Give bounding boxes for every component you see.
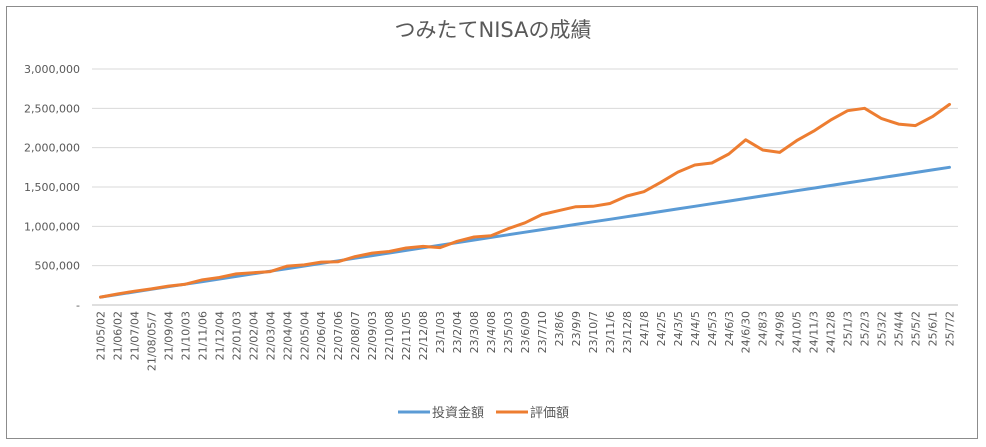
x-tick-label: 21/11/06: [196, 311, 209, 360]
x-tick-label: 25/6/1: [927, 311, 940, 346]
x-tick-label: 24/10/5: [791, 311, 804, 353]
x-tick-label: 25/4/4: [893, 311, 906, 346]
legend-label: 投資金額: [432, 405, 484, 421]
x-tick-label: 23/4/08: [485, 311, 498, 353]
x-tick-label: 22/06/04: [315, 311, 328, 360]
x-tick-label: 22/09/03: [366, 311, 379, 360]
y-tick-label: 1,000,000: [24, 220, 80, 233]
x-tick-label: 22/05/04: [298, 311, 311, 360]
legend: 投資金額 評価額: [398, 405, 569, 421]
legend-label: 評価額: [530, 406, 569, 421]
x-tick-label: 23/11/6: [604, 311, 617, 353]
x-tick-label: 23/10/7: [587, 311, 600, 353]
x-tick-label: 23/9/9: [570, 311, 583, 346]
series-line: [99, 165, 951, 299]
y-tick-label: -: [76, 299, 80, 312]
y-tick-label: 3,000,000: [24, 63, 80, 76]
x-axis-ticks: 21/05/02 21/06/02 21/07/04 21/08/05/7 21/09/…: [94, 311, 956, 371]
y-axis-ticks: - 500,000 1,000,000 1,500,000 2,000,000 2,500…: [24, 63, 80, 312]
x-tick-label: 22/04/04: [281, 311, 294, 360]
y-tick-label: 2,500,000: [24, 102, 80, 115]
x-tick-label: 24/2/5: [655, 311, 668, 346]
chart-frame: [6, 6, 978, 439]
x-tick-label: 24/6/30: [740, 311, 753, 353]
y-tick-label: 1,500,000: [24, 181, 80, 194]
x-tick-label: 22/03/04: [264, 311, 277, 360]
x-tick-label: 21/07/04: [128, 311, 141, 360]
x-tick-label: 22/10/08: [383, 311, 396, 360]
x-tick-label: 22/11/05: [400, 311, 413, 360]
x-tick-label: 25/5/2: [910, 311, 923, 346]
x-tick-label: 24/12/8: [825, 311, 838, 353]
x-tick-label: 25/2/3: [859, 311, 872, 346]
series-line: [99, 102, 951, 299]
x-tick-label: 24/4/5: [689, 311, 702, 346]
x-tick-label: 22/01/03: [230, 311, 243, 360]
y-tick-label: 2,000,000: [24, 142, 80, 155]
series-lines: [99, 102, 951, 299]
x-tick-label: 23/2/04: [451, 311, 464, 353]
x-tick-label: 23/6/09: [519, 311, 532, 353]
x-tick-label: 24/9/8: [774, 311, 787, 346]
x-tick-label: 23/1/03: [434, 311, 447, 353]
x-tick-label: 21/08/05/7: [145, 311, 158, 371]
x-tick-label: 24/3/5: [672, 311, 685, 346]
x-tick-label: 24/11/3: [808, 311, 821, 353]
x-tick-label: 22/07/06: [332, 311, 345, 360]
x-tick-label: 23/12/8: [621, 311, 634, 353]
x-tick-label: 21/12/04: [213, 311, 226, 360]
x-tick-label: 25/1/3: [842, 311, 855, 346]
x-tick-label: 23/3/08: [468, 311, 481, 353]
x-tick-label: 22/02/04: [247, 311, 260, 360]
x-tick-label: 21/05/02: [94, 311, 107, 360]
chart-title: つみたてNISAの成績: [394, 18, 592, 42]
x-tick-label: 24/6/3: [723, 311, 736, 346]
x-tick-label: 22/08/07: [349, 311, 362, 360]
x-tick-label: 24/8/3: [757, 311, 770, 346]
x-tick-label: 25/3/2: [876, 311, 889, 346]
x-tick-label: 24/1/8: [638, 311, 651, 346]
x-tick-label: 22/12/08: [417, 311, 430, 360]
y-tick-label: 500,000: [35, 260, 81, 273]
x-tick-label: 21/10/03: [179, 311, 192, 360]
x-tick-label: 23/8/6: [553, 311, 566, 346]
x-tick-label: 23/7/10: [536, 311, 549, 353]
x-tick-label: 25/7/2: [944, 311, 957, 346]
x-tick-label: 23/5/03: [502, 311, 515, 353]
x-tick-label: 21/09/04: [162, 311, 175, 360]
x-tick-label: 24/5/3: [706, 311, 719, 346]
x-tick-label: 21/06/02: [111, 311, 124, 360]
